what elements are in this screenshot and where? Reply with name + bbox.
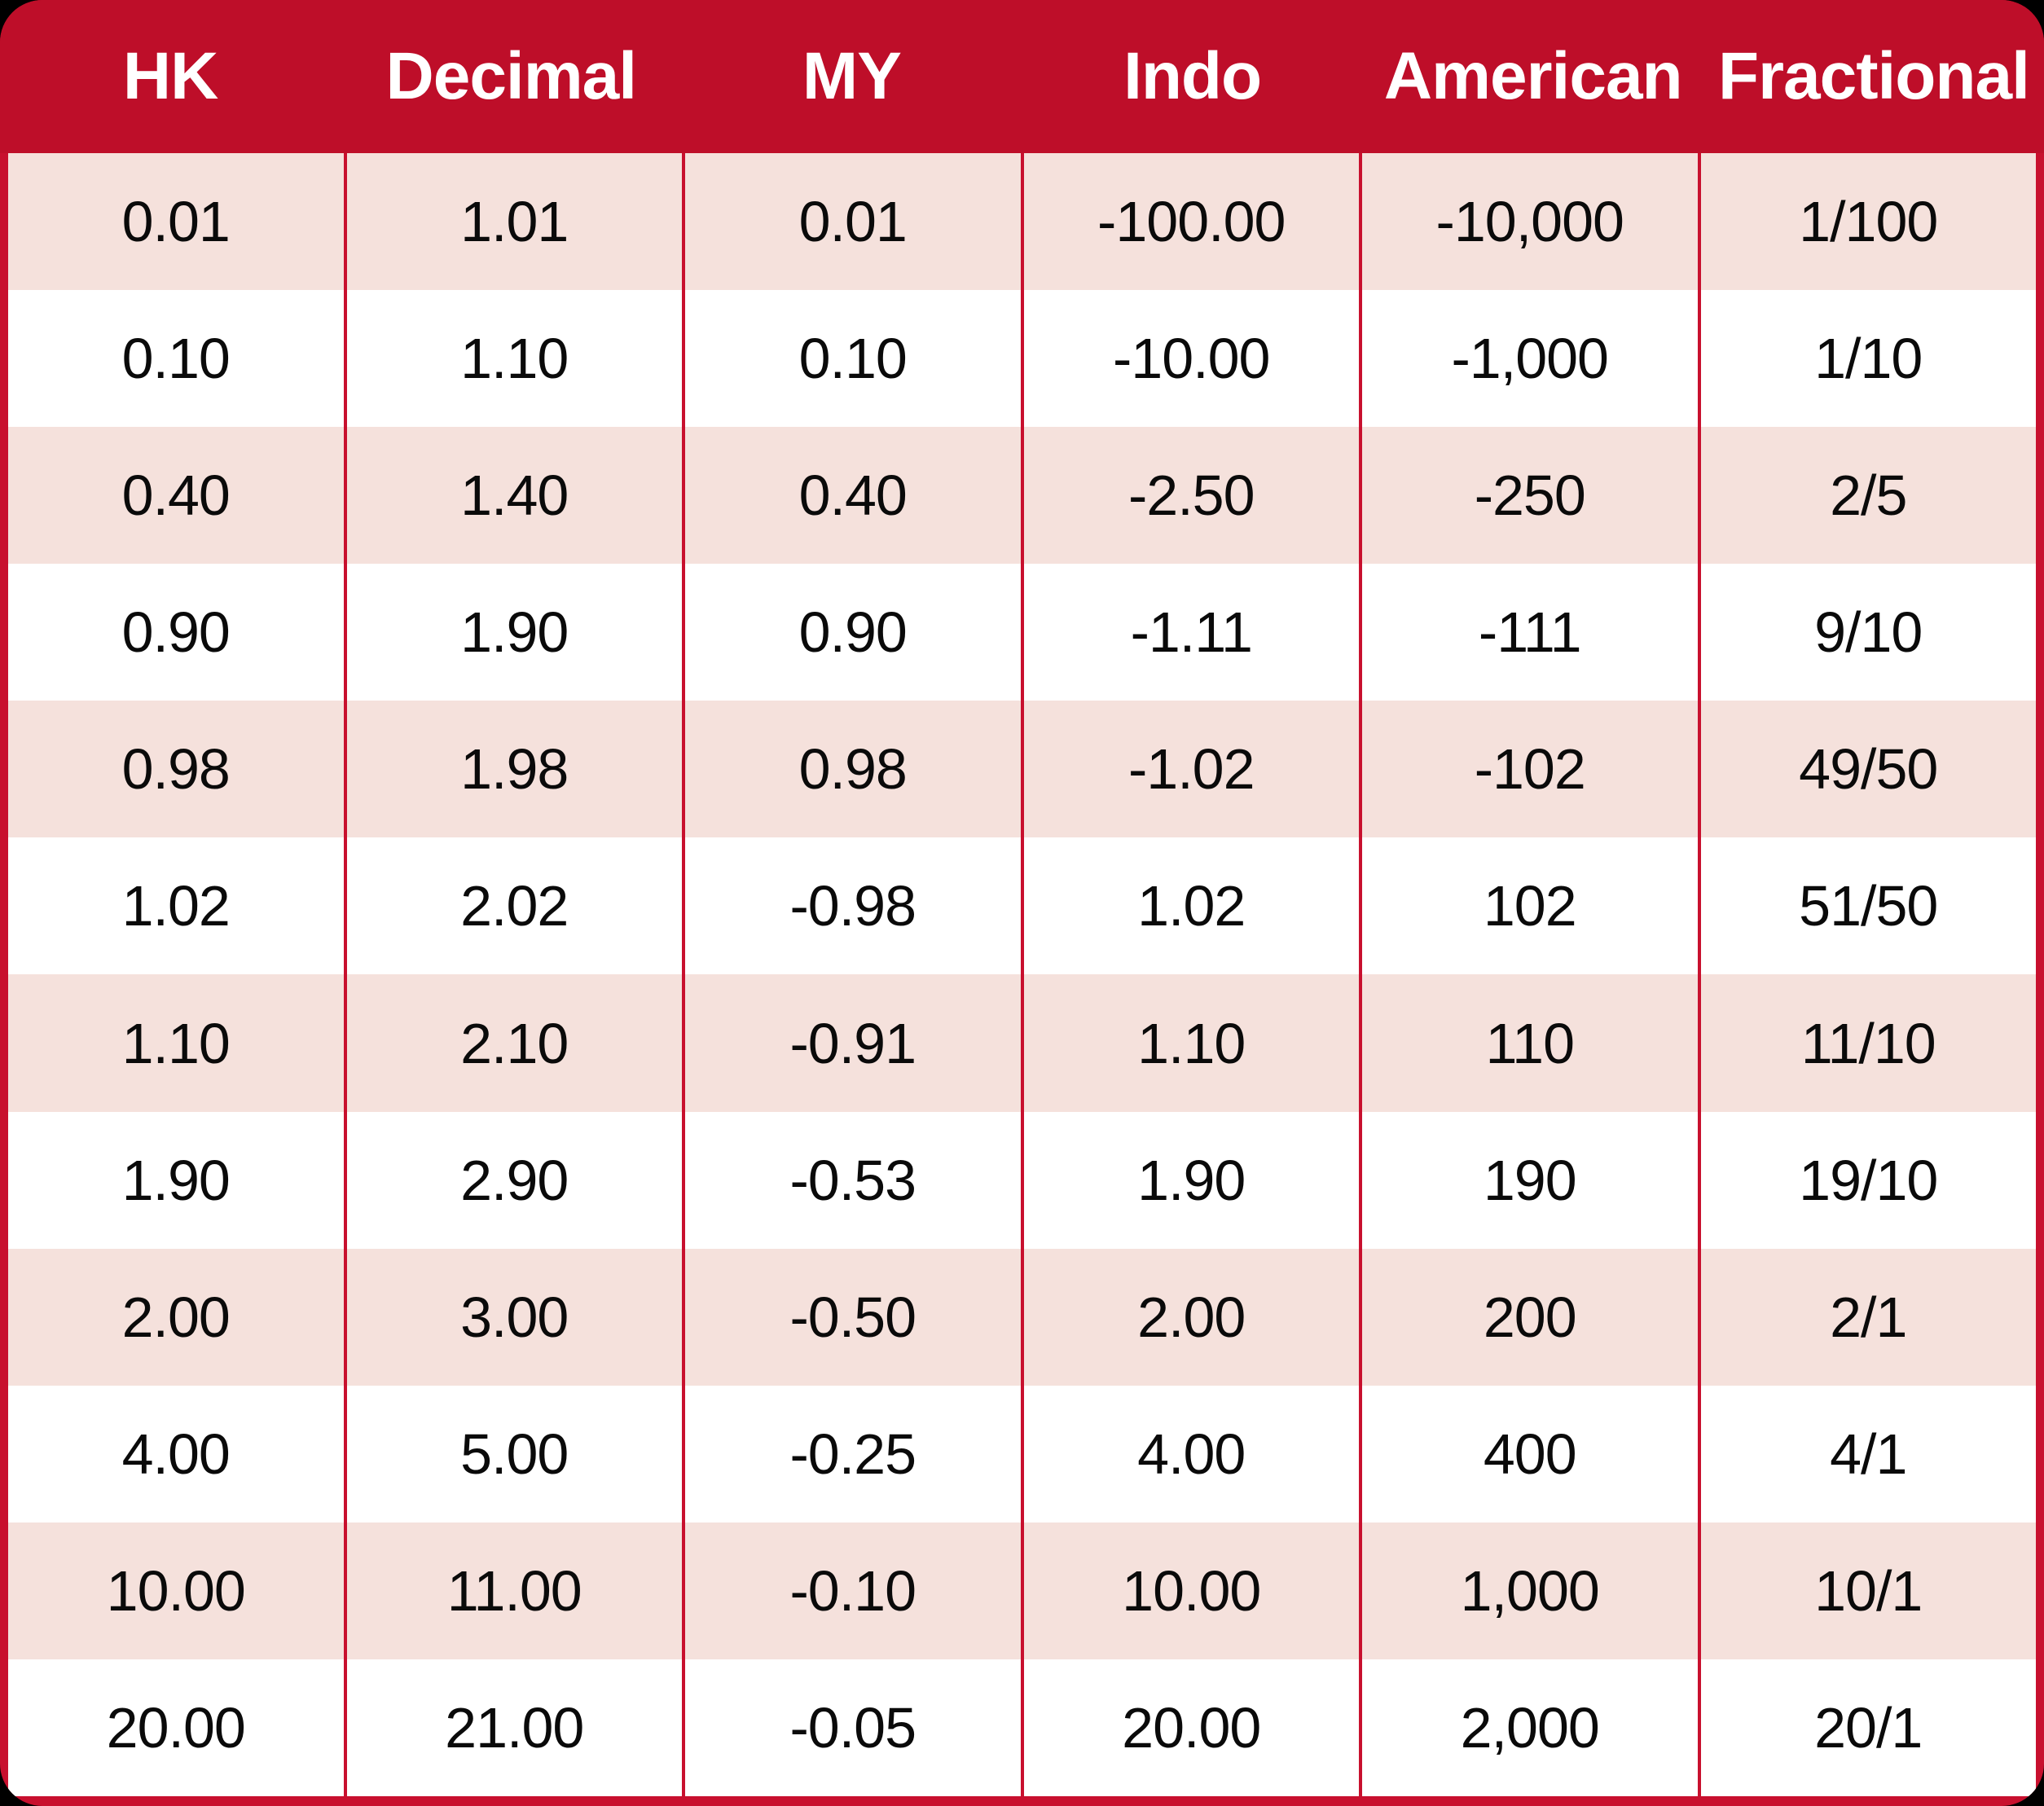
odds-cell: 1.90 [121, 1148, 231, 1212]
odds-cell: 1.10 [343, 290, 683, 428]
odds-cell: -10,000 [1359, 153, 1698, 291]
table-row: 0.90 1.90 0.90 -1.11 -111 9/10 [8, 564, 2036, 701]
odds-cell: 49/50 [1697, 701, 2037, 838]
odds-cell: 1.40 [343, 427, 683, 565]
odds-cell: 51/50 [1697, 837, 2037, 975]
odds-cell: 10/1 [1697, 1522, 2037, 1659]
odds-cell: 9/10 [1697, 564, 2037, 701]
odds-cell: -0.05 [682, 1659, 1021, 1796]
header-cell-hk: HK [122, 39, 218, 113]
odds-cell: 1.90 [343, 564, 683, 701]
odds-cell: 0.98 [682, 701, 1021, 838]
odds-cell: 20.00 [1020, 1659, 1360, 1796]
odds-cell: 0.01 [682, 153, 1021, 291]
odds-cell: -0.50 [682, 1248, 1021, 1386]
odds-cell: 1.02 [1020, 837, 1360, 975]
odds-cell: -1.11 [1020, 564, 1360, 701]
odds-cell: 0.10 [682, 290, 1021, 428]
odds-cell: 1.10 [1020, 974, 1360, 1112]
table-row: 20.00 21.00 -0.05 20.00 2,000 20/1 [8, 1659, 2036, 1796]
odds-cell: -250 [1359, 427, 1698, 565]
odds-cell: -10.00 [1020, 290, 1360, 428]
header-cell-decimal: Decimal [385, 39, 638, 113]
table-row: 10.00 11.00 -0.10 10.00 1,000 10/1 [8, 1522, 2037, 1659]
header-cell-fractional: Fractional [1718, 39, 2030, 113]
odds-cell: 2.00 [121, 1285, 231, 1349]
odds-cell: 2.10 [343, 974, 683, 1112]
odds-cell: 1.98 [343, 701, 683, 838]
odds-cell: 4.00 [1020, 1385, 1360, 1523]
odds-cell: 2/1 [1697, 1248, 2037, 1386]
odds-cell: 10.00 [106, 1558, 246, 1623]
odds-cell: -1,000 [1359, 290, 1698, 428]
odds-cell: 11/10 [1697, 974, 2037, 1112]
odds-cell: -0.10 [682, 1522, 1021, 1659]
odds-cell: 0.40 [682, 427, 1021, 565]
odds-cell: 0.01 [121, 190, 231, 254]
odds-cell: 21.00 [343, 1659, 683, 1796]
header-cell-indo: Indo [1123, 39, 1262, 113]
odds-cell: 110 [1359, 974, 1698, 1112]
odds-cell: 5.00 [343, 1385, 683, 1523]
odds-cell: -102 [1359, 701, 1698, 838]
table-row: 1.02 2.02 -0.98 1.02 102 51/50 [8, 837, 2037, 975]
table-header-row: HK Decimal MY Indo American Fractional [0, 0, 2044, 153]
odds-cell: 2.90 [343, 1111, 683, 1249]
odds-cell: 200 [1359, 1248, 1698, 1386]
odds-cell: -111 [1359, 564, 1698, 701]
odds-cell: -0.91 [682, 974, 1021, 1112]
odds-cell: -0.53 [682, 1111, 1021, 1249]
table-body: 0.01 1.01 0.01 -100.00 -10,000 1/100 0.10 1.10 0… [8, 153, 2036, 1796]
odds-cell: 190 [1359, 1111, 1698, 1249]
table-row: 0.40 1.40 0.40 -2.50 -250 2/5 [8, 427, 2037, 565]
table-row: 1.10 2.10 -0.91 1.10 110 11/10 [8, 974, 2037, 1112]
odds-cell: 0.40 [121, 464, 231, 528]
odds-cell: 102 [1359, 837, 1698, 975]
table-row: 0.10 1.10 0.10 -10.00 -1,000 1/10 [8, 290, 2037, 428]
odds-cell: 20/1 [1697, 1659, 2037, 1796]
table-row: 0.98 1.98 0.98 -1.02 -102 49/50 [8, 701, 2037, 838]
odds-cell: 4.00 [121, 1422, 231, 1486]
odds-cell: 2.02 [343, 837, 683, 975]
odds-cell: 1,000 [1359, 1522, 1698, 1659]
odds-cell: -2.50 [1020, 427, 1360, 565]
odds-cell: 11.00 [343, 1522, 683, 1659]
odds-cell: 400 [1359, 1385, 1698, 1523]
odds-cell: 4/1 [1697, 1385, 2037, 1523]
table-row: 4.00 5.00 -0.25 4.00 400 4/1 [8, 1385, 2037, 1523]
odds-cell: 2,000 [1359, 1659, 1698, 1796]
header-cell-american: American [1383, 39, 1683, 113]
odds-cell: 0.90 [682, 564, 1021, 701]
odds-cell: 3.00 [343, 1248, 683, 1386]
odds-cell: 1.02 [121, 874, 231, 938]
odds-cell: -100.00 [1020, 153, 1360, 291]
table-row: 0.01 1.01 0.01 -100.00 -10,000 1/100 [8, 153, 2037, 291]
odds-cell: -0.25 [682, 1385, 1021, 1523]
header-cell-my: MY [802, 39, 902, 113]
odds-cell: 19/10 [1697, 1111, 2037, 1249]
odds-cell: 1.90 [1020, 1111, 1360, 1249]
odds-cell: 0.90 [121, 600, 231, 665]
odds-cell: 1.10 [121, 1011, 231, 1075]
odds-cell: 1/100 [1697, 153, 2037, 291]
table-row: 2.00 3.00 -0.50 2.00 200 2/1 [8, 1248, 2037, 1386]
odds-cell: 1.01 [343, 153, 683, 291]
odds-cell: 0.10 [121, 327, 231, 391]
odds-cell: 10.00 [1020, 1522, 1360, 1659]
odds-cell: -0.98 [682, 837, 1021, 975]
odds-cell: -1.02 [1020, 701, 1360, 838]
table-row: 1.90 2.90 -0.53 1.90 190 19/10 [8, 1111, 2037, 1249]
odds-cell: 20.00 [106, 1695, 246, 1760]
odds-cell: 2.00 [1020, 1248, 1360, 1386]
odds-cell: 2/5 [1697, 427, 2037, 565]
odds-cell: 1/10 [1697, 290, 2037, 428]
odds-cell: 0.98 [121, 737, 231, 802]
